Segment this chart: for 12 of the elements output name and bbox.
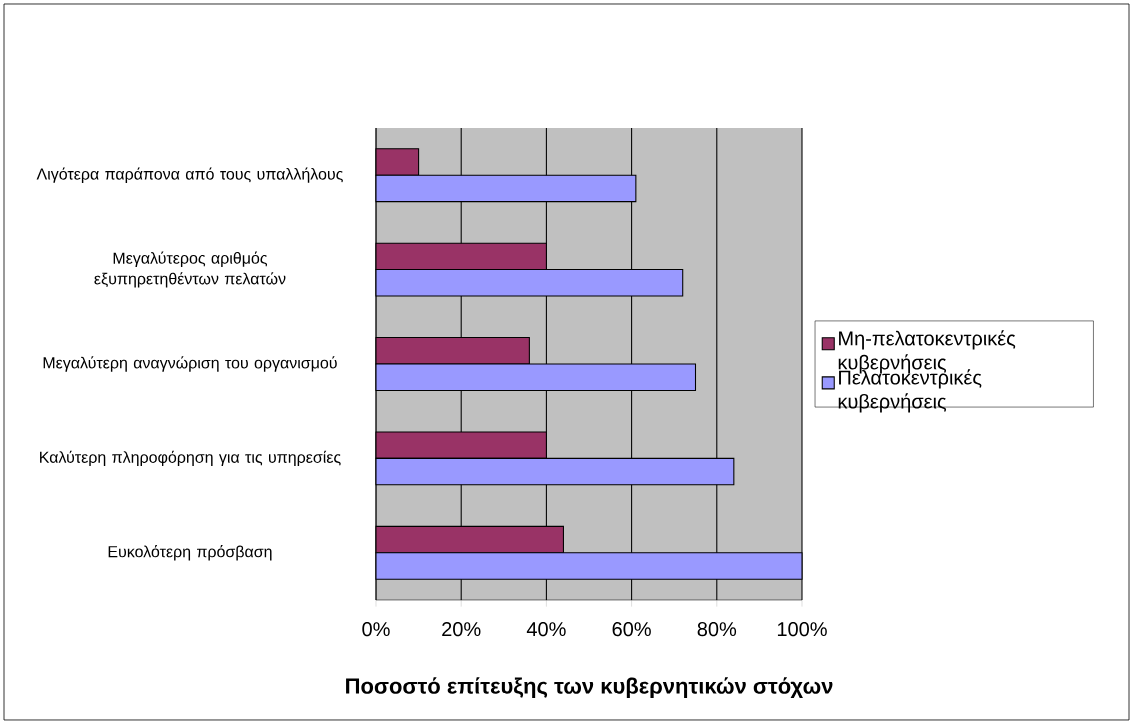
x-tick-label: 0%	[362, 622, 390, 637]
y-tick-label: Ευκολότερη πρόσβαση	[108, 545, 272, 561]
x-tick-label: 100%	[777, 622, 827, 637]
y-tick-label: Μεγαλύτερη αναγνώριση του οργανισμού	[43, 356, 337, 372]
y-tick-label: Λιγότερα παράπονα από τους υπαλλήλους	[36, 167, 343, 183]
x-tick-label: 80%	[697, 622, 737, 637]
y-tick-label: Καλύτερη πληροφόρηση για τις υπηρεσίες	[40, 450, 341, 467]
x-tick-label: 60%	[612, 622, 651, 637]
x-tick-label: 40%	[526, 622, 566, 637]
y-tick-label: Μεγαλύτερος αριθμός εξυπηρετηθέντων πελατών	[94, 251, 286, 288]
x-tick-label: 20%	[442, 622, 481, 637]
x-axis-title: Ποσοστό επίτευξης των κυβερνητικών στόχων	[346, 677, 833, 699]
